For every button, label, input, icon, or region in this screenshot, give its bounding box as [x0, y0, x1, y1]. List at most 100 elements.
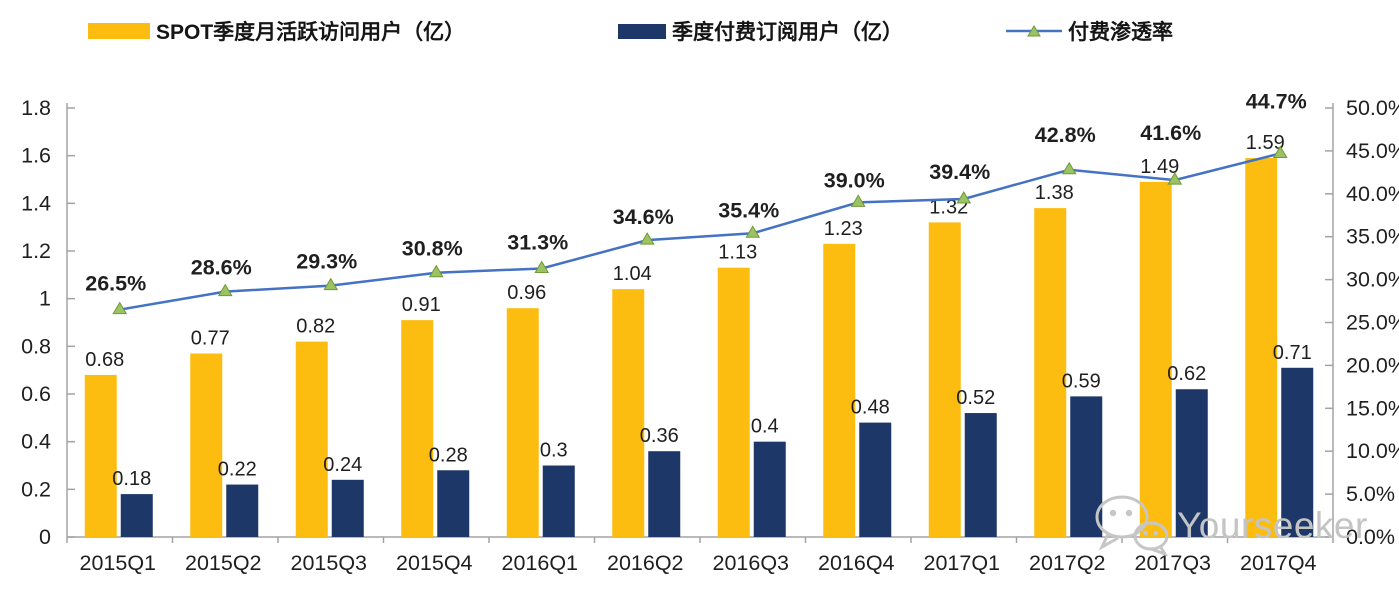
- mau-bar-label: 0.77: [191, 327, 230, 349]
- paid-subs-bar-label: 0.22: [218, 459, 257, 481]
- mau-bar: [823, 243, 856, 537]
- right-axis-tick-label: 50.0%: [1346, 96, 1399, 120]
- mau-bar-label: 0.96: [507, 282, 546, 304]
- mau-bar: [1245, 158, 1278, 538]
- x-axis-label: 2017Q1: [923, 551, 1000, 575]
- right-axis-tick-label: 25.0%: [1346, 311, 1399, 335]
- penetration-label: 26.5%: [85, 272, 146, 296]
- paid-subs-bar-label: 0.3: [540, 440, 568, 462]
- mau-bar-label: 0.82: [296, 316, 335, 338]
- paid-subs-bar-label: 0.59: [1062, 370, 1101, 392]
- paid-subs-bar: [859, 422, 892, 537]
- penetration-legend-symbol: [1006, 25, 1062, 37]
- paid-subs-bar-label: 0.4: [751, 416, 779, 438]
- paid-subs-bar-label: 0.36: [640, 425, 679, 447]
- paid-subs-bar-label: 0.62: [1167, 363, 1206, 385]
- penetration-marker: [850, 194, 866, 207]
- penetration-legend-label: 付费渗透率: [1068, 21, 1173, 44]
- penetration-marker: [639, 232, 655, 245]
- legend-item-paid-subs: 季度付费订阅用户（亿）: [618, 16, 903, 46]
- right-axis-tick-label: 10.0%: [1346, 439, 1399, 463]
- paid-subs-bar-label: 0.24: [323, 454, 362, 476]
- mau-bar: [1139, 181, 1172, 537]
- paid-subs-bar: [648, 451, 681, 537]
- x-axis-label: 2015Q2: [185, 551, 262, 575]
- paid-subs-bar: [331, 479, 364, 537]
- x-axis-label: 2015Q1: [79, 551, 156, 575]
- penetration-marker: [1272, 145, 1288, 158]
- penetration-label: 29.3%: [296, 250, 357, 274]
- left-axis-tick-label: 0.6: [21, 382, 51, 406]
- mau-legend-label: SPOT季度月活跃访问用户（亿）: [156, 21, 466, 44]
- paid-subs-bar: [1070, 396, 1103, 537]
- paid-subs-bar: [1175, 389, 1208, 537]
- penetration-legend-marker: [1027, 25, 1041, 37]
- paid-subs-bar: [226, 484, 259, 537]
- legend-item-penetration: 付费渗透率: [1006, 16, 1173, 46]
- right-axis-tick-label: 20.0%: [1346, 353, 1399, 377]
- penetration-label: 35.4%: [718, 198, 779, 222]
- penetration-label: 31.3%: [507, 230, 568, 254]
- mau-bar: [401, 320, 434, 537]
- left-axis-tick-label: 0.4: [21, 430, 51, 454]
- left-axis-tick-label: 0.8: [21, 334, 51, 358]
- x-axis-label: 2017Q4: [1240, 551, 1317, 575]
- legend-item-mau: SPOT季度月活跃访问用户（亿）: [88, 16, 465, 46]
- left-axis-tick-label: 1.6: [21, 144, 51, 168]
- mau-bar: [1034, 208, 1067, 537]
- mau-bar: [190, 353, 223, 537]
- penetration-label: 42.8%: [1035, 123, 1096, 147]
- right-axis-tick-label: 30.0%: [1346, 268, 1399, 292]
- mau-bar-label: 1.38: [1035, 182, 1074, 204]
- penetration-marker: [428, 264, 444, 278]
- left-axis-tick-label: 0: [39, 525, 51, 549]
- penetration-marker: [745, 225, 761, 238]
- right-axis-tick-label: 45.0%: [1346, 139, 1399, 163]
- legend: SPOT季度月活跃访问用户（亿） 季度付费订阅用户（亿） 付费渗透率: [0, 0, 1399, 56]
- left-axis-tick-label: 1.2: [21, 239, 51, 263]
- penetration-label: 34.6%: [613, 205, 674, 229]
- right-axis-tick-label: 0.0%: [1346, 525, 1395, 549]
- mau-bar: [506, 308, 539, 537]
- mau-bar: [295, 341, 328, 537]
- penetration-marker: [217, 283, 233, 297]
- paid-legend-label: 季度付费订阅用户（亿）: [672, 21, 903, 44]
- mau-bar: [612, 289, 645, 537]
- x-axis-label: 2016Q4: [818, 551, 895, 575]
- penetration-label: 28.6%: [191, 256, 252, 280]
- paid-subs-bar-label: 0.52: [956, 387, 995, 409]
- x-axis-label: 2016Q2: [607, 551, 684, 575]
- mau-bar-label: 0.91: [402, 294, 441, 316]
- penetration-marker: [112, 301, 128, 315]
- right-axis-tick-label: 15.0%: [1346, 396, 1399, 420]
- x-axis-label: 2016Q3: [712, 551, 789, 575]
- x-axis-label: 2017Q3: [1134, 551, 1211, 575]
- paid-subs-bar: [437, 470, 470, 537]
- paid-subs-bar-label: 0.71: [1273, 342, 1312, 364]
- paid-subs-bar: [753, 441, 786, 537]
- x-axis-label: 2015Q4: [396, 551, 473, 575]
- x-axis-label: 2015Q3: [290, 551, 367, 575]
- mau-bar-label: 1.23: [824, 218, 863, 240]
- paid-subs-bar-label: 0.18: [112, 468, 151, 490]
- left-axis-tick-label: 1.8: [21, 96, 51, 120]
- paid-legend-swatch: [618, 23, 666, 39]
- x-axis-label: 2016Q1: [501, 551, 578, 575]
- penetration-marker: [1167, 172, 1183, 185]
- mau-legend-swatch: [88, 23, 150, 39]
- mau-bar-label: 1.49: [1140, 156, 1179, 178]
- penetration-label: 41.6%: [1140, 121, 1201, 145]
- penetration-label: 44.7%: [1246, 89, 1307, 113]
- penetration-line: [119, 152, 1281, 311]
- paid-subs-bar: [1281, 367, 1314, 537]
- penetration-label: 39.0%: [824, 168, 885, 192]
- x-axis-label: 2017Q2: [1029, 551, 1106, 575]
- left-axis-tick-label: 1: [39, 287, 51, 311]
- mau-bar: [928, 222, 961, 537]
- paid-subs-bar-label: 0.28: [429, 444, 468, 466]
- mau-bar-label: 0.68: [85, 349, 124, 371]
- paid-subs-bar: [542, 465, 575, 537]
- paid-subs-bar: [964, 413, 997, 537]
- mau-bar: [84, 374, 117, 537]
